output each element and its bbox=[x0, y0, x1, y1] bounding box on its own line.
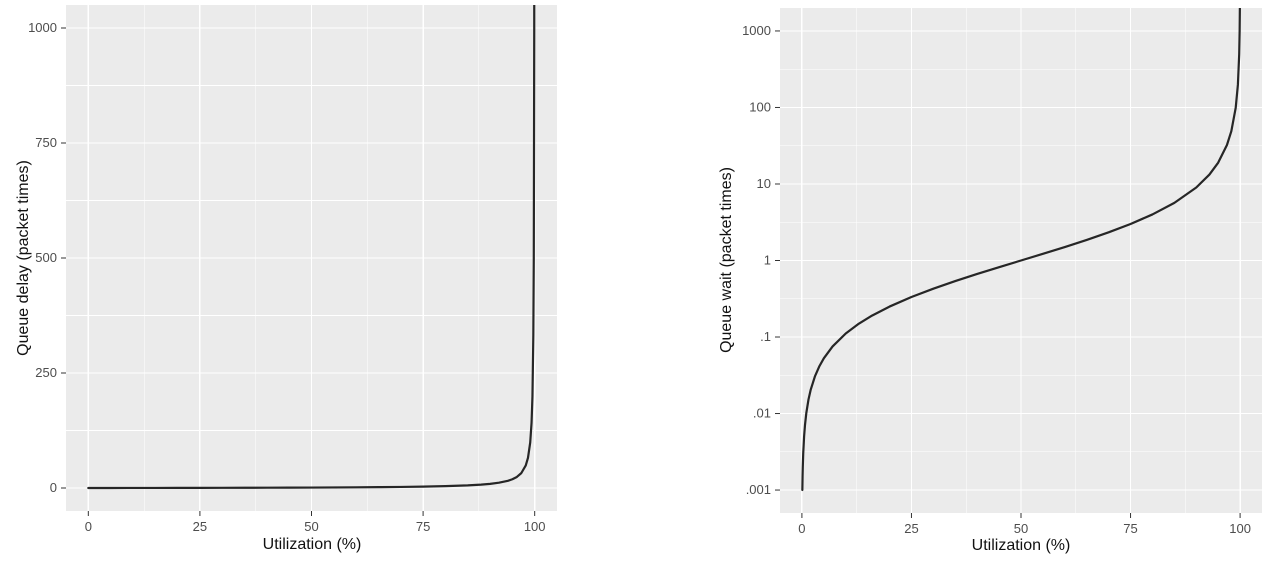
x-tick-label: 0 bbox=[85, 519, 92, 534]
right-x-axis-title: Utilization (%) bbox=[971, 537, 1071, 554]
x-tick-label: 50 bbox=[304, 519, 318, 534]
y-tick-label: 250 bbox=[35, 365, 57, 380]
queue-delay-curve bbox=[87, 5, 536, 490]
y-tick-label: .1 bbox=[760, 329, 771, 344]
x-tick-label: 75 bbox=[1123, 521, 1137, 536]
queue-wait-curve bbox=[801, 8, 1241, 492]
y-tick-label: 100 bbox=[749, 100, 771, 115]
y-tick-label: 1000 bbox=[28, 20, 57, 35]
y-tick-label: 500 bbox=[35, 250, 57, 265]
y-tick-label: 10 bbox=[757, 176, 771, 191]
left-x-axis-title: Utilization (%) bbox=[262, 536, 362, 553]
y-tick-label: 750 bbox=[35, 135, 57, 150]
x-tick-label: 25 bbox=[904, 521, 918, 536]
right-chart: 0 25 50 75 100 1000 100 10 1 .1 .01 .001 bbox=[742, 8, 1262, 536]
y-tick-label: 1000 bbox=[742, 23, 771, 38]
right-y-axis-title: Queue wait (packet times) bbox=[718, 167, 735, 353]
x-tick-label: 50 bbox=[1014, 521, 1028, 536]
x-tick-label: 75 bbox=[416, 519, 430, 534]
x-tick-label: 100 bbox=[524, 519, 546, 534]
x-tick-label: 100 bbox=[1229, 521, 1251, 536]
x-tick-label: 0 bbox=[798, 521, 805, 536]
y-tick-label: 1 bbox=[764, 253, 771, 268]
y-tick-label: .01 bbox=[753, 406, 771, 421]
y-tick-label: 0 bbox=[50, 480, 57, 495]
left-y-axis-title: Queue delay (packet times) bbox=[15, 160, 32, 356]
x-tick-label: 25 bbox=[193, 519, 207, 534]
y-tick-label: .001 bbox=[746, 482, 771, 497]
